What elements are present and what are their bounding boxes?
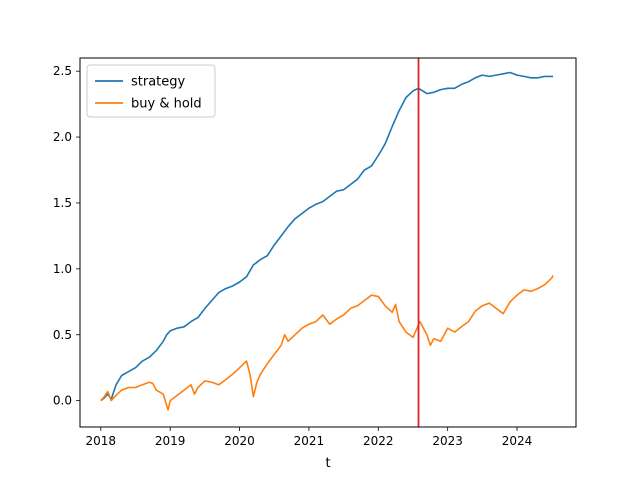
plot-area	[100, 58, 554, 427]
x-tick-label: 2018	[86, 434, 117, 448]
y-tick-label: 0.0	[53, 394, 72, 408]
axes: 2018 2019 2020 2021 2022 2023 2024 0.0 0.5 1.0 1.5…	[53, 57, 577, 448]
legend-box	[86, 64, 216, 118]
x-tick-label: 2021	[294, 434, 325, 448]
y-tick-label: 2.5	[53, 64, 72, 78]
plot-frame	[79, 57, 577, 428]
legend-label: buy & hold	[131, 97, 202, 112]
x-tick-label: 2019	[155, 434, 186, 448]
y-tick-label: 1.5	[53, 196, 72, 210]
legend-label: strategy	[131, 75, 186, 90]
x-tick-label: 2023	[432, 434, 463, 448]
series-line-1	[100, 275, 554, 411]
y-tick-label: 2.0	[53, 130, 72, 144]
x-axis-label: t	[325, 456, 330, 471]
x-tick-label: 2020	[224, 434, 255, 448]
x-tick-label: 2022	[363, 434, 394, 448]
x-tick-label: 2024	[502, 434, 533, 448]
legend[interactable]: strategy buy & hold	[86, 64, 216, 118]
y-tick-label: 0.5	[53, 328, 72, 342]
y-tick-label: 1.0	[53, 262, 72, 276]
series-line-0	[100, 71, 554, 402]
